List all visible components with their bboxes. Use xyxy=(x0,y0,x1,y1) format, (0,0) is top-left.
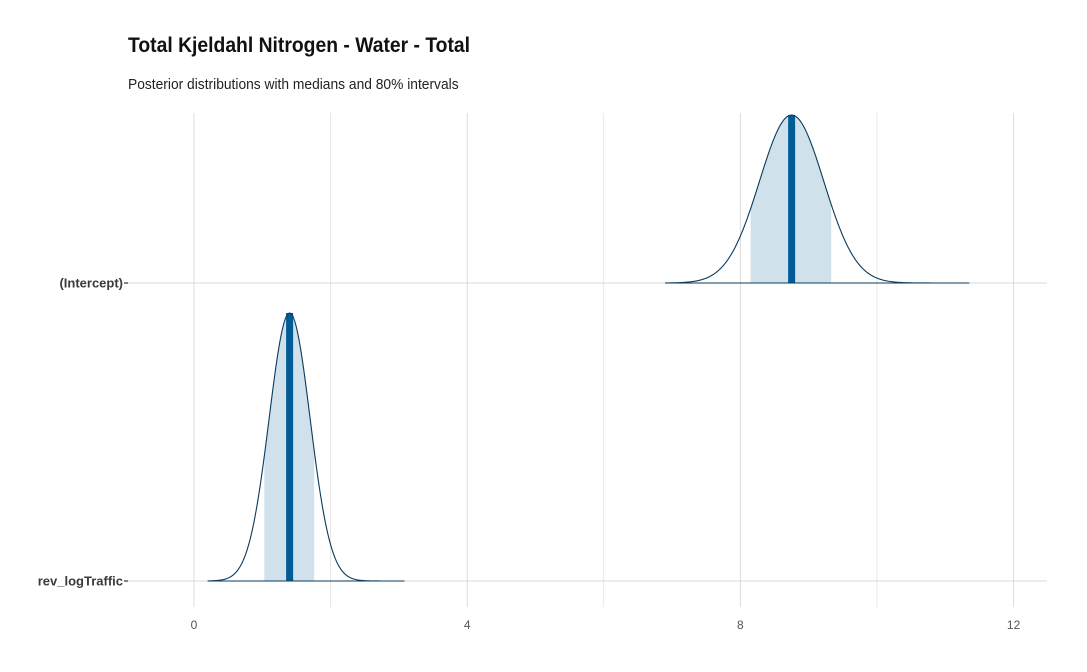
x-axis: 0 4 8 12 xyxy=(191,618,1021,632)
y-tick-label-rev-logtraffic: rev_logTraffic xyxy=(38,574,123,589)
density-rev-logtraffic xyxy=(207,312,405,582)
y-tick-label-intercept: (Intercept) xyxy=(59,276,123,291)
x-tick-label: 12 xyxy=(1007,618,1021,632)
chart-subtitle: Posterior distributions with medians and… xyxy=(128,76,459,93)
y-axis: (Intercept) rev_logTraffic xyxy=(38,276,128,589)
density-layer xyxy=(207,114,970,582)
density-intercept xyxy=(665,114,970,284)
chart-title: Total Kjeldahl Nitrogen - Water - Total xyxy=(128,34,471,57)
x-tick-label: 4 xyxy=(464,618,471,632)
median-intercept xyxy=(788,115,796,283)
x-tick-label: 8 xyxy=(737,618,744,632)
x-tick-label: 0 xyxy=(191,618,198,632)
median-rev-logtraffic xyxy=(286,313,294,581)
